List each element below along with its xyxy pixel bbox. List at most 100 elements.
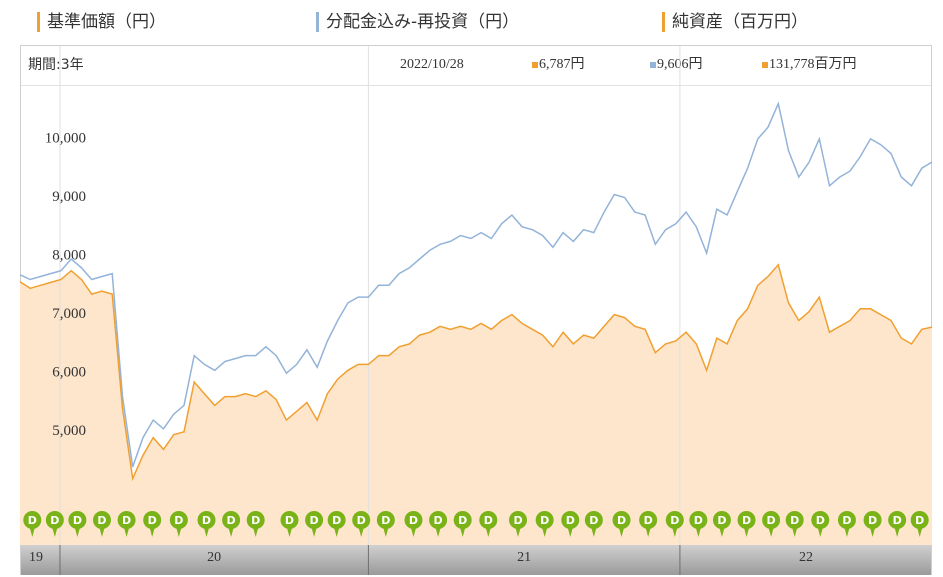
- dividend-marker: D: [712, 511, 731, 537]
- dividend-marker: D: [352, 511, 371, 537]
- date-label: 2022/10/28: [400, 57, 464, 72]
- legend-swatch: [37, 12, 40, 32]
- marker-head: [222, 511, 241, 529]
- dividend-marker: D: [762, 511, 781, 537]
- marker-label: D: [381, 514, 390, 527]
- period-label: 期間:3年: [28, 57, 84, 73]
- marker-head: [509, 511, 528, 529]
- y-tick-label: 8,000: [52, 247, 86, 263]
- dividend-marker: D: [143, 511, 162, 537]
- legend-label: 純資産（百万円）: [672, 12, 808, 32]
- marker-head: [712, 511, 731, 529]
- info-value: 131,778百万円: [769, 56, 857, 72]
- marker-label: D: [458, 514, 467, 527]
- marker-label: D: [868, 514, 877, 527]
- line: [19, 101, 933, 468]
- marker-head: [837, 511, 856, 529]
- info-swatch: [532, 62, 538, 68]
- x-tick-label: 20: [207, 550, 221, 565]
- marker-label: D: [310, 514, 319, 527]
- marker-label: D: [915, 514, 924, 527]
- dividend-marker: D: [280, 511, 299, 537]
- dividend-marker: D: [197, 511, 216, 537]
- area: [20, 264, 932, 545]
- marker-head: [689, 511, 708, 529]
- dividend-marker: D: [453, 511, 472, 537]
- marker-head: [327, 511, 346, 529]
- marker-label: D: [227, 514, 236, 527]
- marker-label: D: [540, 514, 549, 527]
- marker-label: D: [790, 514, 799, 527]
- dividend-marker: D: [639, 511, 658, 537]
- marker-label: D: [174, 514, 183, 527]
- marker-label: D: [285, 514, 294, 527]
- marker-label: D: [122, 514, 131, 527]
- marker-label: D: [409, 514, 418, 527]
- y-tick-label: 5,000: [52, 423, 86, 439]
- dividend-marker: D: [169, 511, 188, 537]
- dividend-marker: D: [535, 511, 554, 537]
- dividend-marker: D: [785, 511, 804, 537]
- marker-label: D: [566, 514, 575, 527]
- marker-head: [910, 511, 929, 529]
- y-tick-label: 9,000: [52, 189, 86, 205]
- x-tick-label: 21: [517, 550, 531, 565]
- info-swatch: [650, 62, 656, 68]
- dividend-marker: D: [327, 511, 346, 537]
- marker-head: [143, 511, 162, 529]
- marker-head: [785, 511, 804, 529]
- dividend-marker: D: [305, 511, 324, 537]
- marker-head: [453, 511, 472, 529]
- dividend-marker: D: [561, 511, 580, 537]
- marker-head: [639, 511, 658, 529]
- marker-label: D: [717, 514, 726, 527]
- marker-head: [352, 511, 371, 529]
- marker-head: [863, 511, 882, 529]
- marker-label: D: [434, 514, 443, 527]
- info-swatch: [762, 62, 768, 68]
- legend-swatch: [662, 12, 665, 32]
- dividend-marker: D: [811, 511, 830, 537]
- marker-head: [92, 511, 111, 529]
- marker-label: D: [50, 514, 59, 527]
- marker-head: [45, 511, 64, 529]
- marker-label: D: [97, 514, 106, 527]
- marker-head: [117, 511, 136, 529]
- dividend-marker: D: [92, 511, 111, 537]
- x-axis-band: [21, 545, 931, 575]
- marker-head: [584, 511, 603, 529]
- dividend-marker: D: [479, 511, 498, 537]
- marker-head: [280, 511, 299, 529]
- y-tick-label: 7,000: [52, 306, 86, 322]
- marker-label: D: [670, 514, 679, 527]
- dividend-marker: D: [863, 511, 882, 537]
- marker-label: D: [842, 514, 851, 527]
- dividend-marker: D: [404, 511, 423, 537]
- dividend-marker: D: [23, 511, 42, 537]
- dividend-marker: D: [68, 511, 87, 537]
- marker-head: [23, 511, 42, 529]
- legend-label: 基準価額（円）: [47, 12, 166, 32]
- dividend-marker: D: [612, 511, 631, 537]
- marker-label: D: [73, 514, 82, 527]
- marker-head: [197, 511, 216, 529]
- marker-head: [535, 511, 554, 529]
- dividend-marker: D: [117, 511, 136, 537]
- dividend-marker: D: [222, 511, 241, 537]
- marker-head: [376, 511, 395, 529]
- marker-label: D: [694, 514, 703, 527]
- y-tick-label: 6,000: [52, 365, 86, 381]
- marker-head: [169, 511, 188, 529]
- legend-swatch: [316, 12, 319, 32]
- marker-head: [68, 511, 87, 529]
- marker-head: [404, 511, 423, 529]
- dividend-marker: D: [429, 511, 448, 537]
- marker-label: D: [357, 514, 366, 527]
- marker-label: D: [484, 514, 493, 527]
- dividend-marker: D: [888, 511, 907, 537]
- marker-label: D: [589, 514, 598, 527]
- marker-label: D: [332, 514, 341, 527]
- marker-head: [762, 511, 781, 529]
- marker-label: D: [644, 514, 653, 527]
